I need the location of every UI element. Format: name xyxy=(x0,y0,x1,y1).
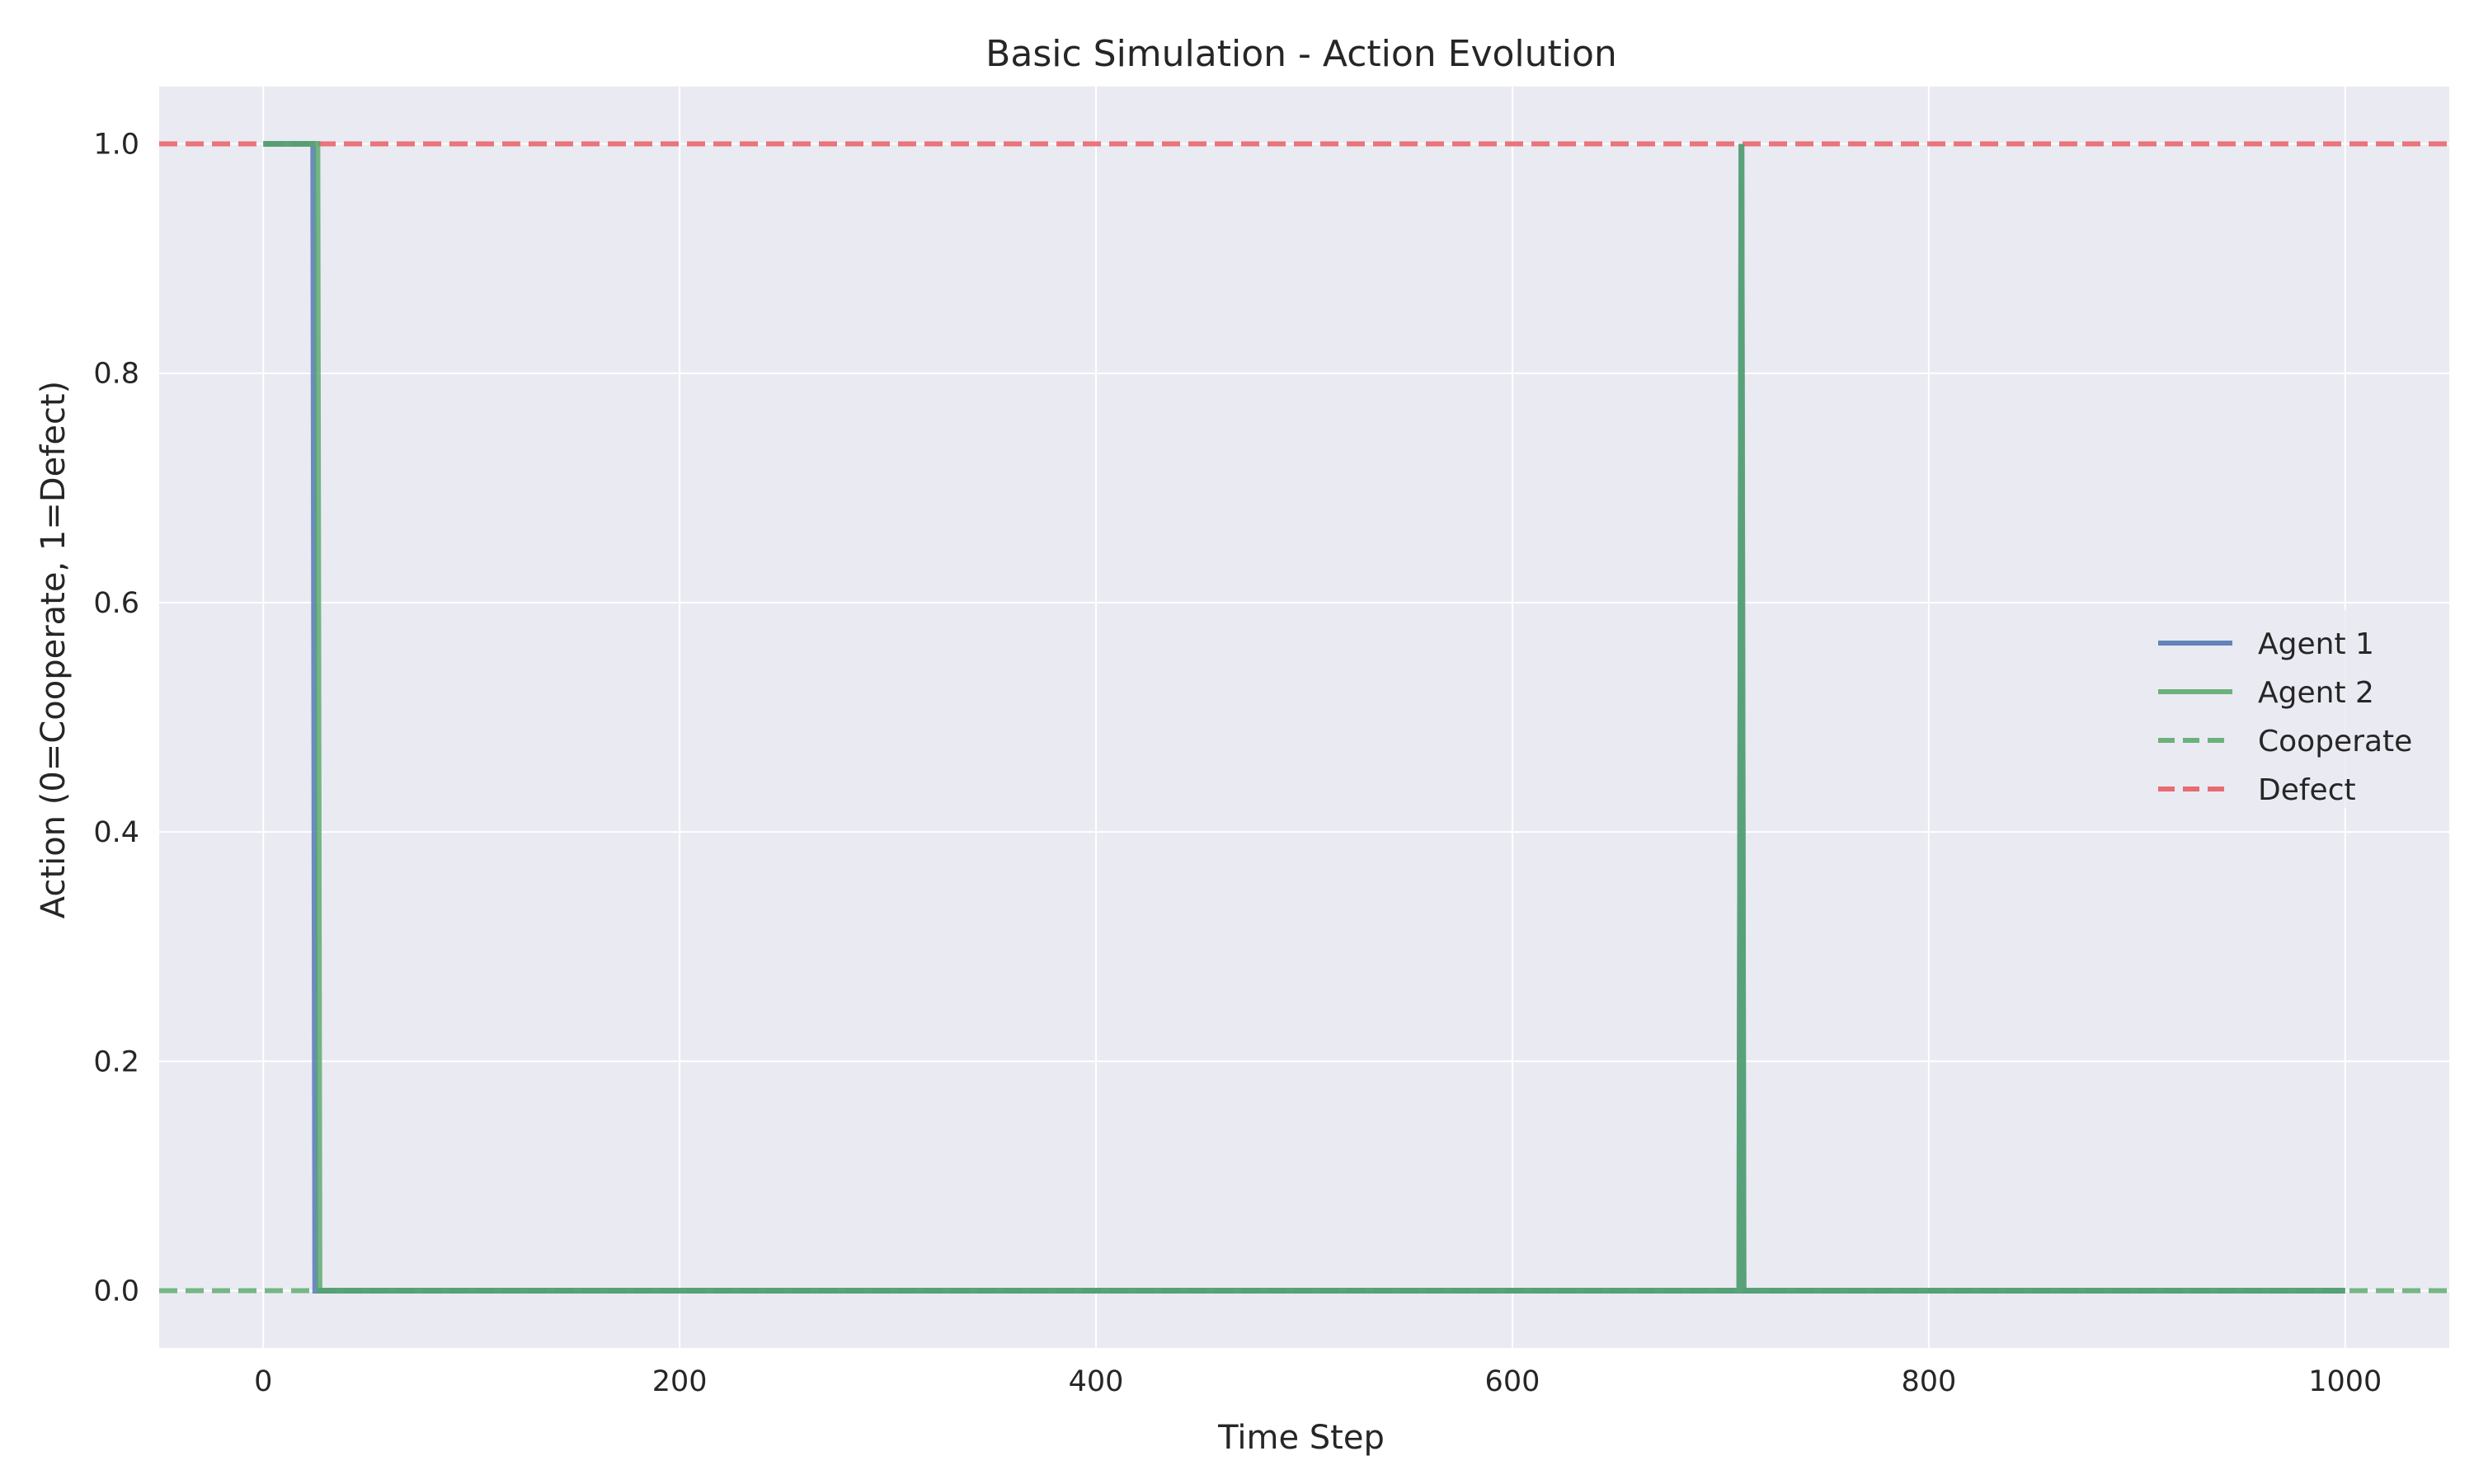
x-tick-label: 0 xyxy=(254,1365,272,1398)
legend-label-defect: Defect xyxy=(2258,773,2356,807)
legend: Agent 1 Agent 2 Cooperate Defect xyxy=(2136,610,2433,808)
y-tick-label: 0.4 xyxy=(93,816,139,849)
chart-title: Basic Simulation - Action Evolution xyxy=(985,33,1617,75)
y-tick-label: 1.0 xyxy=(93,129,139,162)
x-axis-label: Time Step xyxy=(1217,1419,1385,1457)
x-tick-label: 800 xyxy=(1901,1365,1956,1398)
series-lines xyxy=(263,141,2345,1294)
x-tick-label: 400 xyxy=(1069,1365,1124,1398)
legend-label-agent-1: Agent 1 xyxy=(2258,627,2374,661)
series-line-agent-2 xyxy=(263,141,2345,1294)
y-tick-label: 0.0 xyxy=(93,1275,139,1308)
legend-label-agent-2: Agent 2 xyxy=(2258,676,2374,710)
legend-label-cooperate: Cooperate xyxy=(2258,725,2412,758)
y-axis-ticks: 0.0 0.2 0.4 0.6 0.8 1.0 xyxy=(93,129,139,1308)
y-tick-label: 0.6 xyxy=(93,587,139,620)
legend-box xyxy=(2136,610,2433,808)
y-axis-label: Action (0=Cooperate, 1=Defect) xyxy=(35,381,73,918)
y-tick-label: 0.2 xyxy=(93,1045,139,1078)
x-tick-label: 1000 xyxy=(2308,1365,2382,1398)
x-axis-ticks: 0 200 400 600 800 1000 xyxy=(254,1365,2382,1398)
plot-area xyxy=(159,87,2449,1348)
x-tick-label: 600 xyxy=(1485,1365,1540,1398)
y-tick-label: 0.8 xyxy=(93,358,139,391)
x-tick-label: 200 xyxy=(652,1365,708,1398)
